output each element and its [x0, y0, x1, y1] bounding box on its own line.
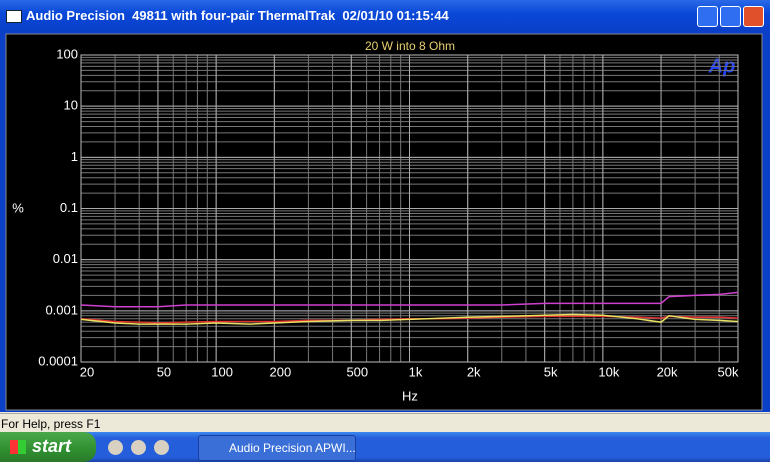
x-tick-label: 10k [598, 364, 619, 379]
quick-launch-icon[interactable] [154, 440, 169, 455]
taskbar: start Audio Precision APWI... [0, 432, 770, 462]
y-tick-label: 0.01 [53, 251, 78, 266]
quick-launch-icon[interactable] [131, 440, 146, 455]
series-line [80, 313, 739, 325]
minimize-button[interactable] [697, 6, 718, 27]
close-button[interactable] [743, 6, 764, 27]
x-tick-label: 200 [270, 364, 292, 379]
x-tick-label: 20 [80, 364, 94, 379]
task-button[interactable]: Audio Precision APWI... [198, 435, 356, 461]
x-tick-label: 2k [467, 364, 481, 379]
x-tick-label: 5k [544, 364, 558, 379]
chart-title: 20 W into 8 Ohm [365, 39, 455, 53]
quick-launch-icon[interactable] [108, 440, 123, 455]
status-text: For Help, press F1 [1, 417, 101, 431]
maximize-button[interactable] [720, 6, 741, 27]
app-icon [6, 10, 22, 23]
y-tick-label: 1 [71, 149, 78, 164]
y-tick-label: 0.0001 [38, 353, 78, 368]
start-button[interactable]: start [0, 432, 96, 462]
chart-background [5, 33, 763, 411]
y-tick-label: 0.1 [60, 200, 78, 215]
x-tick-label: 1k [409, 364, 423, 379]
plot-border [80, 54, 739, 363]
y-axis-label: % [12, 200, 24, 215]
y-tick-label: 100 [56, 46, 78, 61]
y-tick-label: 10 [64, 98, 78, 113]
y-tick-label: 0.001 [45, 302, 78, 317]
x-tick-label: 100 [211, 364, 233, 379]
x-tick-label: 20k [657, 364, 678, 379]
chart: 20 W into 8 Ohm % Hz Ap 1001010.10.010.0… [5, 33, 763, 411]
start-label: start [32, 436, 72, 456]
series-line [80, 291, 739, 308]
title-bar: Audio Precision 49811 with four-pair The… [0, 0, 770, 32]
window-title: Audio Precision 49811 with four-pair The… [26, 8, 449, 23]
x-tick-label: 50k [718, 364, 739, 379]
x-tick-label: 50 [157, 364, 171, 379]
task-label: Audio Precision APWI... [229, 441, 356, 455]
x-axis-label: Hz [402, 388, 418, 403]
status-bar: For Help, press F1 [0, 413, 770, 433]
x-tick-label: 500 [346, 364, 368, 379]
